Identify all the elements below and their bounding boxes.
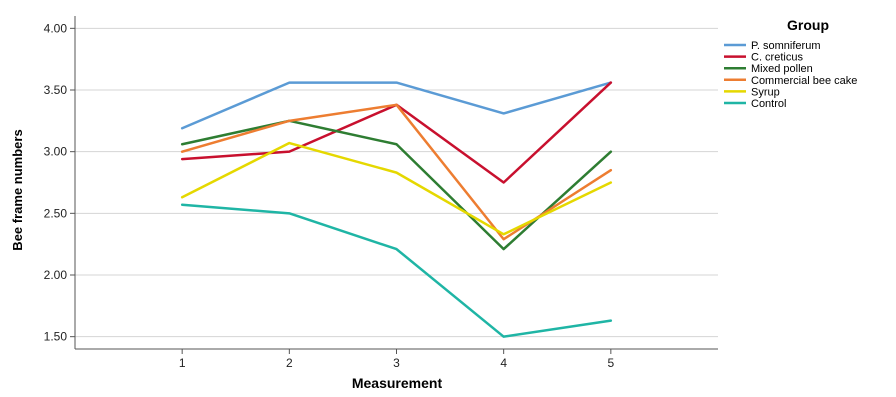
y-tick-label: 3.00 — [44, 145, 68, 159]
x-tick-label: 2 — [286, 356, 293, 370]
series-line — [180, 119, 613, 251]
series-line — [180, 203, 613, 338]
y-tick-label: 4.00 — [44, 21, 68, 35]
axes: 1.50 2.00 2.50 3.00 3.50 4.00 1 2 3 4 5 — [44, 16, 718, 370]
axis-labels: Bee frame numbers Measurement — [10, 129, 442, 391]
legend-label: Control — [751, 98, 786, 110]
legend-label: Commercial bee cake — [751, 75, 857, 87]
series-line — [180, 141, 613, 236]
x-tick-label: 5 — [607, 356, 614, 370]
legend-label: Syrup — [751, 86, 780, 98]
y-tick-label: 2.00 — [44, 268, 68, 282]
x-axis-label: Measurement — [352, 375, 443, 391]
legend-title: Group — [787, 17, 829, 33]
y-tick-label: 3.50 — [44, 83, 68, 97]
y-tick-label: 2.50 — [44, 206, 68, 220]
series-line — [180, 81, 613, 130]
series-lines — [180, 81, 613, 338]
y-axis-label: Bee frame numbers — [10, 129, 25, 250]
x-tick-label: 1 — [179, 356, 186, 370]
legend-label: Mixed pollen — [751, 63, 813, 75]
x-tick-label: 4 — [500, 356, 507, 370]
legend-label: C. creticus — [751, 52, 803, 64]
x-tick-label: 3 — [393, 356, 400, 370]
y-tick-label: 1.50 — [44, 330, 68, 344]
legend-label: P. somniferum — [751, 40, 821, 52]
grid-lines — [75, 27, 718, 338]
